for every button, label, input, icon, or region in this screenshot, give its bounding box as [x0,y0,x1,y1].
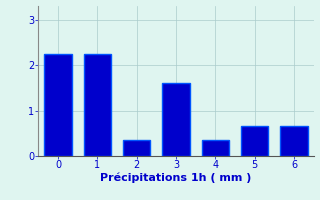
Bar [123,140,150,156]
Bar [280,126,308,156]
Bar [84,54,111,156]
Bar [162,83,190,156]
Bar [202,140,229,156]
X-axis label: Précipitations 1h ( mm ): Précipitations 1h ( mm ) [100,173,252,183]
Bar [44,54,72,156]
Bar [241,126,268,156]
